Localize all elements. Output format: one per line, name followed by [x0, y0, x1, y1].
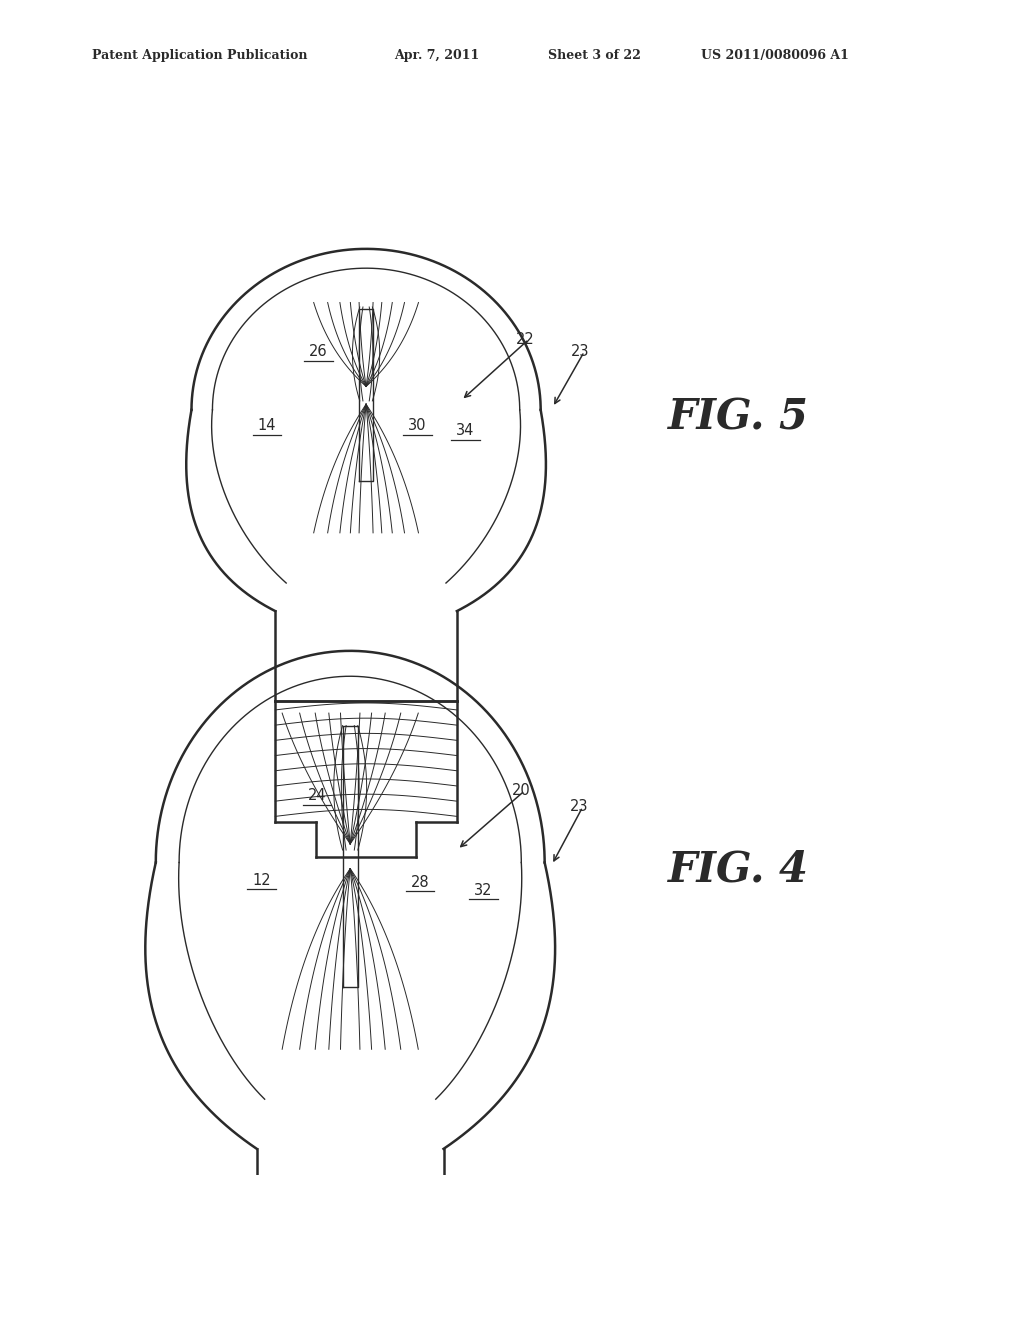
- Text: 34: 34: [456, 424, 474, 438]
- Text: FIG. 5: FIG. 5: [668, 396, 809, 438]
- Text: 26: 26: [309, 345, 328, 359]
- Text: 23: 23: [571, 345, 590, 359]
- Text: 30: 30: [409, 418, 427, 433]
- Text: 12: 12: [252, 873, 270, 887]
- Text: FIG. 4: FIG. 4: [668, 849, 809, 891]
- Text: Patent Application Publication: Patent Application Publication: [92, 49, 307, 62]
- Text: US 2011/0080096 A1: US 2011/0080096 A1: [701, 49, 849, 62]
- Text: 32: 32: [474, 883, 493, 898]
- Text: 28: 28: [411, 875, 429, 890]
- Text: 24: 24: [307, 788, 327, 803]
- Text: 20: 20: [511, 783, 530, 799]
- Text: 22: 22: [515, 331, 535, 347]
- Text: 14: 14: [258, 418, 276, 433]
- Text: Sheet 3 of 22: Sheet 3 of 22: [548, 49, 641, 62]
- Text: 23: 23: [569, 800, 588, 814]
- Text: Apr. 7, 2011: Apr. 7, 2011: [394, 49, 479, 62]
